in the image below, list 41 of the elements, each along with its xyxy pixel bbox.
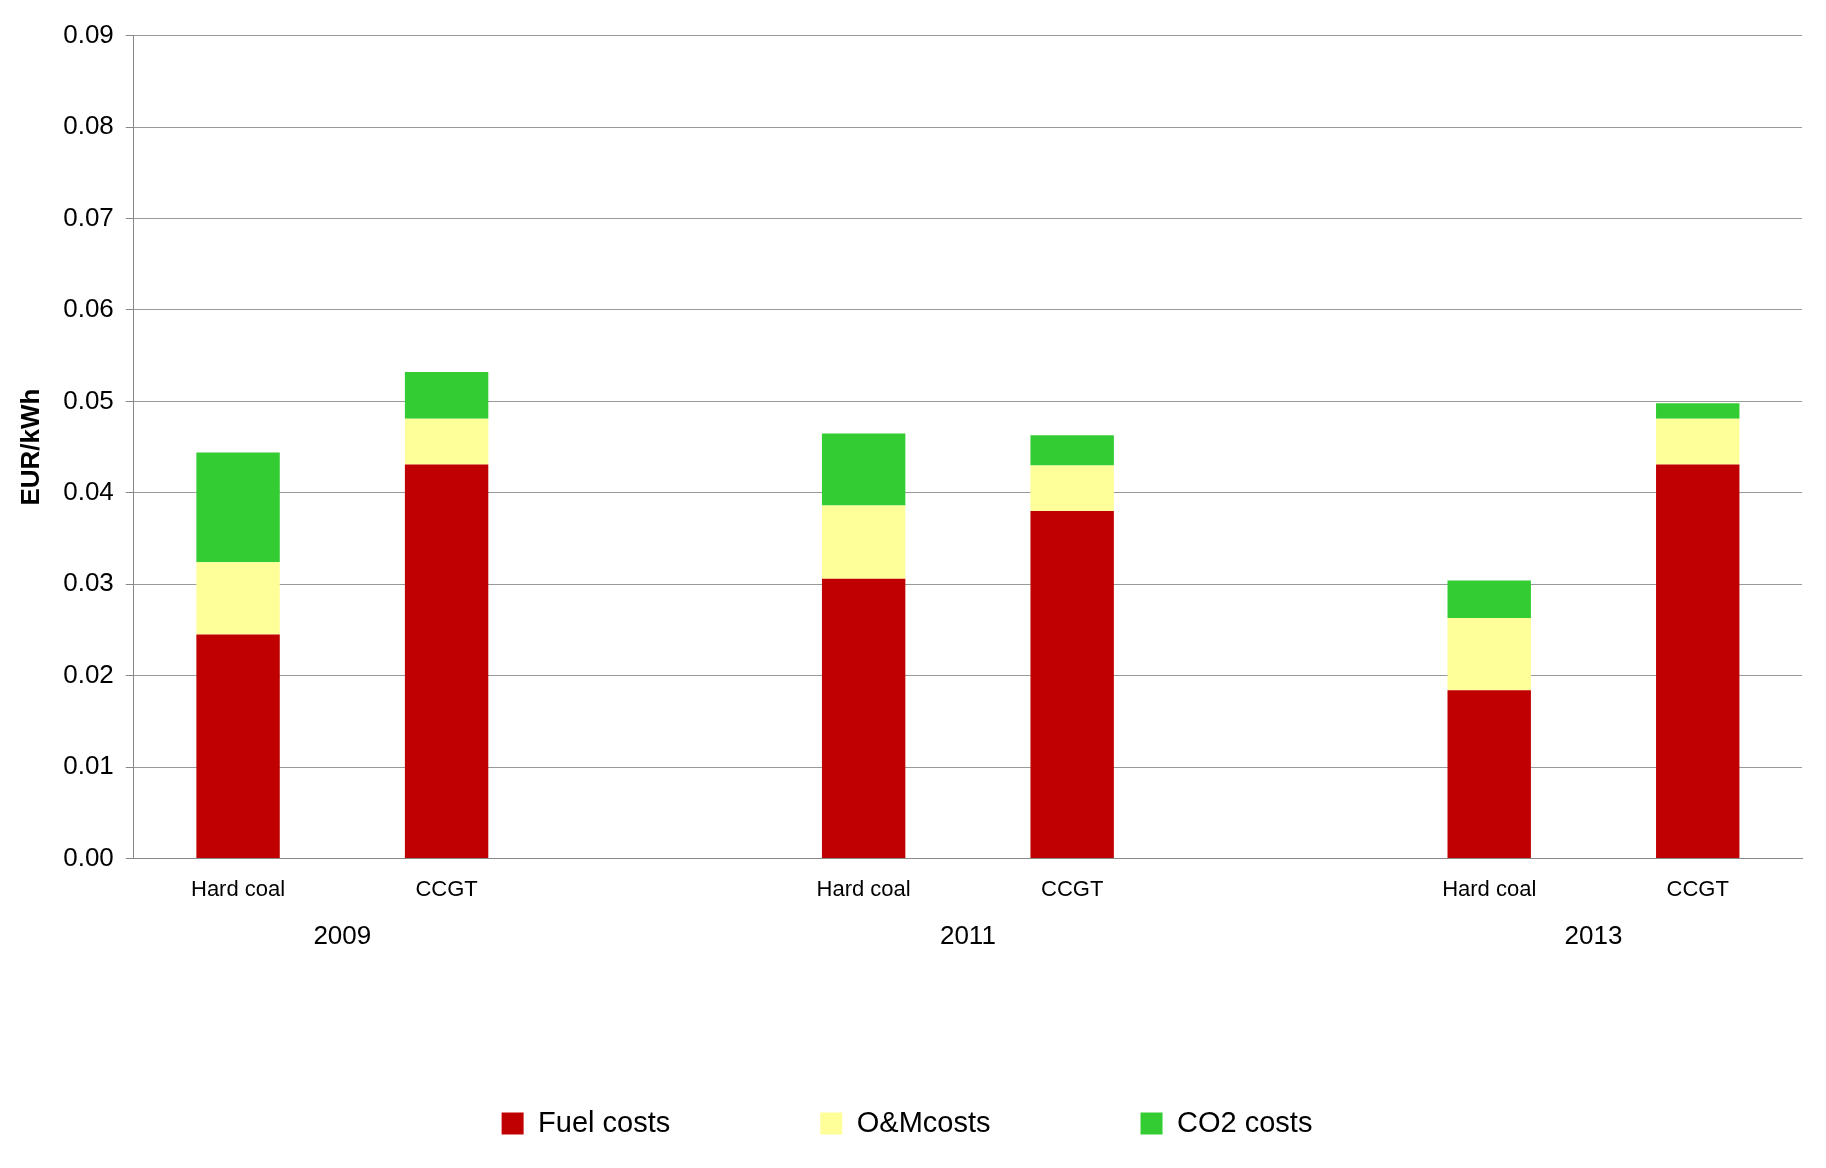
bar: [1447, 690, 1531, 859]
x-tick-label: CCGT: [415, 875, 478, 901]
y-tick-label: 0.02: [63, 658, 114, 689]
bar: [821, 505, 906, 579]
y-tick-label: 0.05: [63, 384, 114, 415]
y-tick-label: 0.01: [63, 750, 114, 781]
bar: [1656, 464, 1740, 859]
x-tick-label: Hard coal: [816, 875, 911, 901]
bar: [404, 418, 489, 465]
x-tick-label: Hard coal: [190, 875, 286, 901]
text: 2011: [939, 920, 996, 951]
bar: [196, 452, 280, 563]
legend-label: O&Mcosts: [856, 1105, 991, 1138]
bar: [1030, 435, 1114, 466]
x-tick-label: CCGT: [1666, 875, 1729, 901]
bar: [1447, 580, 1531, 619]
text: 2013: [1564, 920, 1623, 951]
x-tick-label: CCGT: [1041, 875, 1104, 901]
x-tick-label: Hard coal: [1442, 875, 1537, 901]
y-tick-label: 0.08: [63, 110, 114, 141]
text: 2009: [313, 920, 372, 951]
y-tick-label: 0.00: [63, 841, 114, 872]
bar: [196, 634, 280, 859]
bar: [1656, 403, 1740, 419]
bar: [821, 433, 906, 506]
y-tick-label: 0.09: [63, 18, 114, 49]
legend-label: CO2 costs: [1177, 1105, 1313, 1138]
legend-label: Fuel costs: [538, 1105, 671, 1138]
bar: [1030, 511, 1114, 859]
y-tick-label: 0.03: [63, 567, 114, 598]
bar: [404, 372, 489, 419]
bar: [1447, 618, 1531, 691]
y-tick-label: 0.07: [63, 201, 114, 232]
y-tick-label: 0.06: [63, 293, 114, 324]
bar: [821, 578, 906, 859]
y-axis-title: EUR/kWh: [14, 388, 45, 506]
bar: [404, 464, 489, 859]
bar: [196, 562, 280, 635]
y-tick-label: 0.04: [63, 475, 114, 506]
bar: [1030, 465, 1114, 512]
bar: [1656, 418, 1740, 465]
